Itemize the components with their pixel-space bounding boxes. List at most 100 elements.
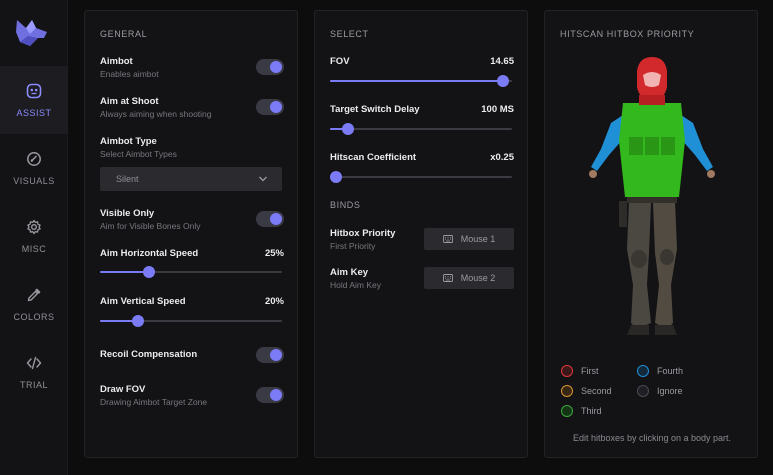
legend-second[interactable]: Second bbox=[561, 385, 612, 397]
aimbot-label: Aimbot bbox=[100, 56, 133, 67]
sidebar-item-label: ASSIST bbox=[16, 108, 52, 118]
aim-key-label: Aim Key bbox=[330, 267, 369, 278]
hitbox-left-arm[interactable] bbox=[591, 115, 623, 171]
slider-thumb[interactable] bbox=[330, 171, 342, 183]
aimbot-type-label: Aimbot Type bbox=[100, 136, 157, 147]
holster bbox=[619, 201, 627, 227]
panel-title: HITSCAN HITBOX PRIORITY bbox=[560, 29, 695, 39]
hitscan-coefficient-label: Hitscan Coefficient bbox=[330, 152, 417, 163]
aim-at-shoot-toggle[interactable] bbox=[256, 99, 284, 115]
vest-pouch bbox=[629, 137, 643, 155]
aim-key-row: Aim Key Hold Aim Key Mouse 2 bbox=[330, 267, 514, 291]
fov-value: 14.65 bbox=[490, 56, 514, 67]
draw-fov-row: Draw FOV Drawing Aimbot Target Zone bbox=[100, 384, 284, 408]
sidebar-item-misc[interactable]: MISC bbox=[0, 202, 68, 270]
target-switch-delay-slider[interactable] bbox=[330, 123, 512, 135]
ignore-color-dot bbox=[637, 385, 649, 397]
aim-vertical-speed-label: Aim Vertical Speed bbox=[100, 296, 186, 307]
vest-pouch bbox=[645, 137, 659, 155]
hitscan-coefficient-slider[interactable] bbox=[330, 171, 512, 183]
draw-fov-toggle[interactable] bbox=[256, 387, 284, 403]
character-hitbox-figure bbox=[589, 57, 715, 335]
binds-section-title: BINDS bbox=[330, 200, 361, 210]
legend-label: Third bbox=[581, 406, 602, 416]
chevron-down-icon bbox=[259, 176, 267, 182]
visible-only-toggle[interactable] bbox=[256, 211, 284, 227]
fov-row: FOV 14.65 bbox=[330, 56, 514, 87]
vest-pouch bbox=[661, 137, 675, 155]
recoil-compensation-row: Recoil Compensation bbox=[100, 347, 284, 367]
recoil-compensation-label: Recoil Compensation bbox=[100, 349, 198, 360]
target-switch-delay-row: Target Switch Delay 100 MS bbox=[330, 104, 514, 135]
toggle-knob bbox=[270, 213, 282, 225]
aim-key-bind-button[interactable]: Mouse 2 bbox=[424, 267, 514, 289]
hand bbox=[707, 170, 715, 178]
aim-horizontal-speed-value: 25% bbox=[264, 248, 284, 259]
second-color-dot bbox=[561, 385, 573, 397]
draw-fov-label: Draw FOV bbox=[100, 384, 146, 395]
slider-fill bbox=[100, 320, 138, 322]
legend-label: Fourth bbox=[657, 366, 684, 376]
hitbox-neck[interactable] bbox=[639, 95, 665, 105]
aimbot-description: Enables aimbot bbox=[100, 69, 159, 79]
aim-vertical-speed-slider[interactable] bbox=[100, 315, 282, 327]
aim-key-key: Mouse 2 bbox=[460, 273, 496, 283]
aim-at-shoot-description: Always aiming when shooting bbox=[100, 109, 212, 119]
panel-title: GENERAL bbox=[100, 29, 148, 39]
knee-pad bbox=[660, 249, 674, 265]
hitbox-priority-row: Hitbox Priority First Priority Mouse 1 bbox=[330, 228, 514, 252]
gear-icon bbox=[25, 218, 43, 236]
aimbot-toggle[interactable] bbox=[256, 59, 284, 75]
slider-fill bbox=[330, 80, 503, 82]
slider-thumb[interactable] bbox=[342, 123, 354, 135]
draw-fov-description: Drawing Aimbot Target Zone bbox=[100, 397, 208, 407]
fourth-color-dot bbox=[637, 365, 649, 377]
aimbot-type-row: Aimbot Type Select Aimbot Types Silent bbox=[100, 136, 284, 196]
fov-label: FOV bbox=[330, 56, 350, 67]
hitbox-priority-panel: HITSCAN HITBOX PRIORITY bbox=[544, 10, 758, 458]
first-color-dot bbox=[561, 365, 573, 377]
legend-label: First bbox=[581, 366, 599, 376]
toggle-knob bbox=[270, 349, 282, 361]
aim-horizontal-speed-row: Aim Horizontal Speed 25% bbox=[100, 248, 284, 278]
hitbox-right-arm[interactable] bbox=[681, 115, 713, 171]
legend-ignore[interactable]: Ignore bbox=[637, 385, 683, 397]
recoil-compensation-toggle[interactable] bbox=[256, 347, 284, 363]
legend-label: Second bbox=[581, 386, 612, 396]
sidebar-item-visuals[interactable]: VISUALS bbox=[0, 134, 68, 202]
slider-thumb[interactable] bbox=[143, 266, 155, 278]
sidebar-item-trial[interactable]: TRIAL bbox=[0, 338, 68, 406]
aim-at-shoot-label: Aim at Shoot bbox=[100, 96, 159, 107]
legend-fourth[interactable]: Fourth bbox=[637, 365, 683, 377]
assist-icon bbox=[25, 82, 43, 100]
boot bbox=[627, 325, 649, 335]
slider-fill bbox=[330, 128, 348, 130]
target-switch-delay-label: Target Switch Delay bbox=[330, 104, 420, 115]
sidebar-item-colors[interactable]: COLORS bbox=[0, 270, 68, 338]
legend-first[interactable]: First bbox=[561, 365, 599, 377]
code-icon bbox=[25, 354, 43, 372]
aim-horizontal-speed-label: Aim Horizontal Speed bbox=[100, 248, 199, 259]
sidebar-item-label: VISUALS bbox=[13, 176, 55, 186]
aim-key-description: Hold Aim Key bbox=[330, 280, 382, 290]
aimbot-row: Aimbot Enables aimbot bbox=[100, 56, 284, 80]
keyboard-icon bbox=[442, 235, 453, 243]
hitbox-priority-bind-button[interactable]: Mouse 1 bbox=[424, 228, 514, 250]
hitbox-right-leg[interactable] bbox=[653, 201, 677, 329]
aim-horizontal-speed-slider[interactable] bbox=[100, 266, 282, 278]
skull-mask bbox=[643, 72, 661, 87]
third-color-dot bbox=[561, 405, 573, 417]
sidebar-item-assist[interactable]: ASSIST bbox=[0, 66, 68, 134]
slider-thumb[interactable] bbox=[132, 315, 144, 327]
aimbot-type-select[interactable]: Silent bbox=[100, 167, 282, 191]
hitbox-priority-key: Mouse 1 bbox=[460, 234, 496, 244]
slider-thumb[interactable] bbox=[497, 75, 509, 87]
eyedropper-icon bbox=[25, 286, 43, 304]
hitbox-hint-text: Edit hitboxes by clicking on a body part… bbox=[572, 433, 732, 443]
legend-third[interactable]: Third bbox=[561, 405, 602, 417]
aim-vertical-speed-value: 20% bbox=[264, 296, 284, 307]
fov-slider[interactable] bbox=[330, 75, 512, 87]
visible-only-description: Aim for Visible Bones Only bbox=[100, 221, 201, 231]
select-panel: SELECT FOV 14.65 Target Switch Delay 100… bbox=[314, 10, 528, 458]
sidebar-item-label: MISC bbox=[21, 244, 47, 254]
